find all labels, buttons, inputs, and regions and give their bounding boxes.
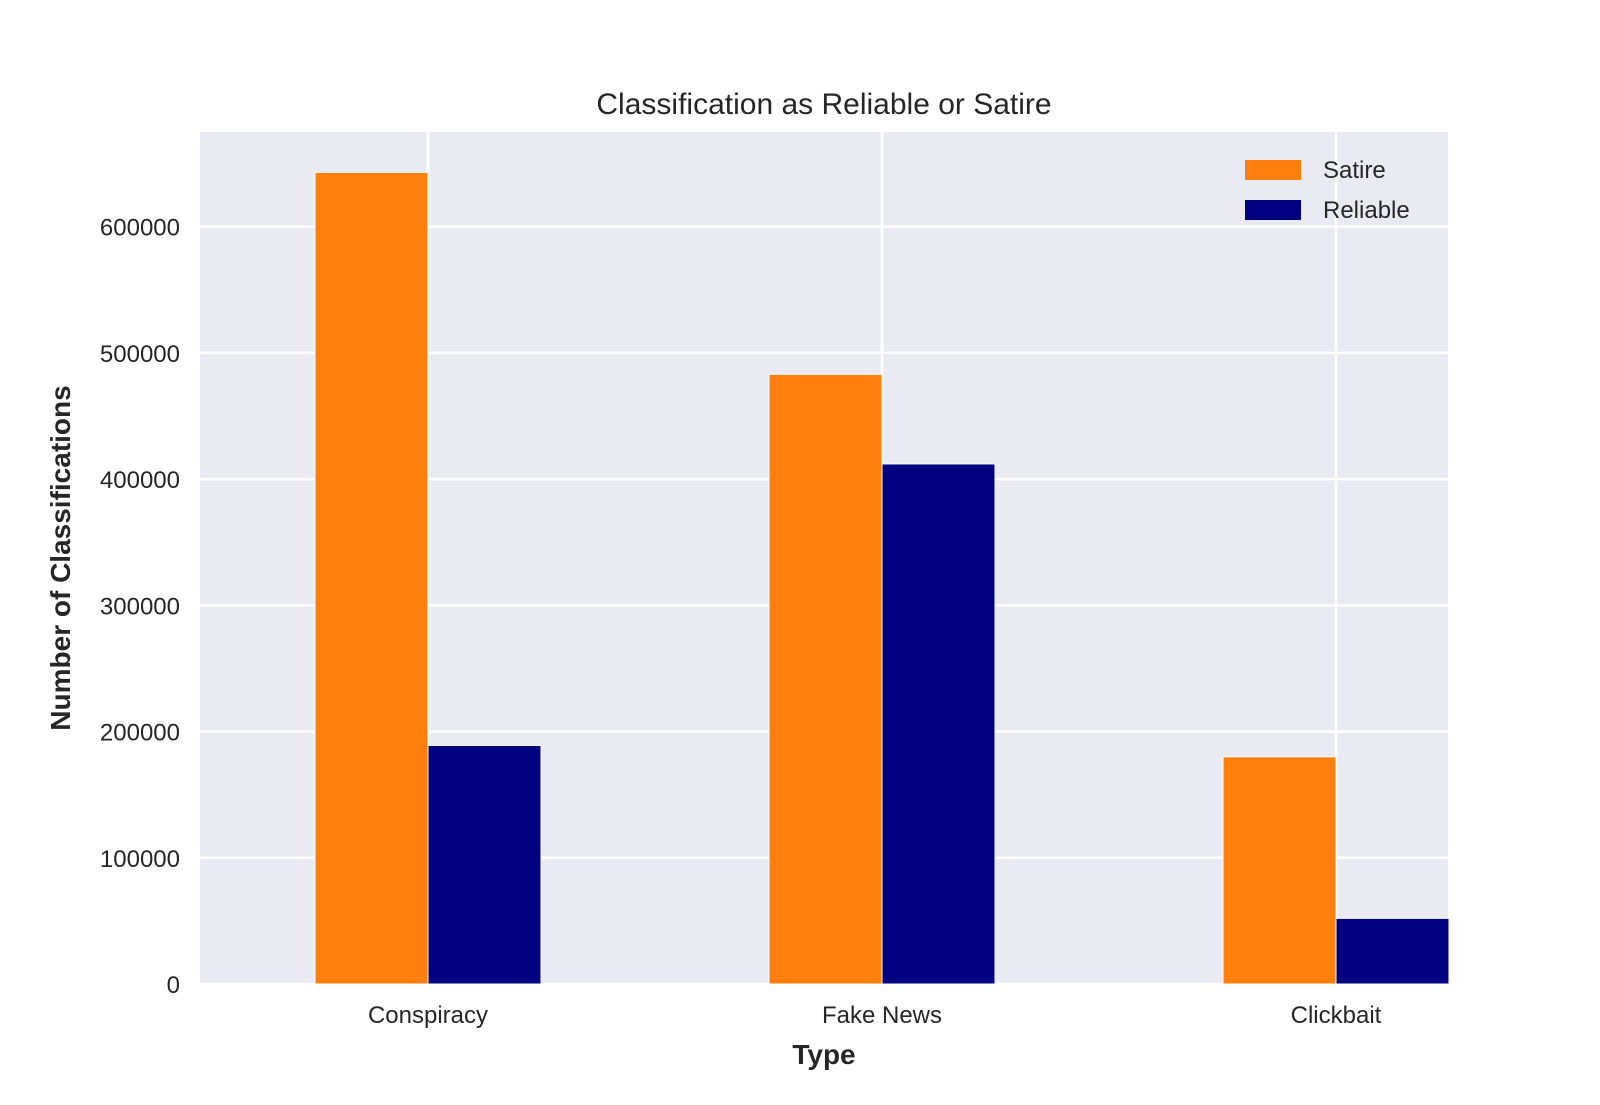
bar-reliable-fake-news (881, 463, 996, 985)
bars (314, 171, 1450, 985)
y-tick-label: 200000 (100, 720, 180, 747)
tick-labels: 0 100000 200000 300000 400000 500000 600000 Con… (100, 215, 1382, 1029)
x-tick-label: Fake News (822, 1002, 942, 1029)
x-tick-label: Conspiracy (368, 1002, 488, 1029)
bar-reliable-clickbait (1335, 917, 1450, 985)
bar-satire-fake-news (768, 373, 883, 985)
y-axis-label: Number of Classifications (45, 385, 76, 730)
y-tick-label: 0 (167, 972, 180, 999)
y-tick-label: 500000 (100, 341, 180, 368)
x-axis-label: Type (792, 1039, 855, 1070)
bar-satire-conspiracy (314, 171, 429, 985)
y-tick-label: 100000 (100, 846, 180, 873)
legend-label-reliable: Reliable (1323, 197, 1410, 224)
legend-swatch-reliable (1245, 200, 1301, 220)
legend-label-satire: Satire (1323, 157, 1386, 184)
chart-title: Classification as Reliable or Satire (596, 88, 1051, 121)
legend: Satire Reliable (1245, 157, 1410, 224)
bar-satire-clickbait (1222, 756, 1337, 985)
y-tick-label: 300000 (100, 593, 180, 620)
y-tick-label: 400000 (100, 467, 180, 494)
y-tick-label: 600000 (100, 215, 180, 242)
bar-reliable-conspiracy (427, 744, 542, 985)
legend-swatch-satire (1245, 160, 1301, 180)
x-tick-label: Clickbait (1291, 1002, 1382, 1029)
